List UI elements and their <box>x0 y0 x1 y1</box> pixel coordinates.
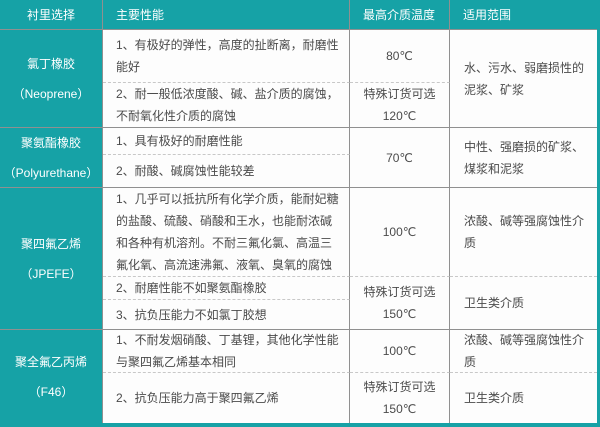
material-cell-ptfe: 聚四氟乙烯 （JPEFE） <box>0 188 103 330</box>
range-cell: 卫生类介质 <box>450 373 597 423</box>
temp-note: 特殊订货可选 <box>363 87 436 101</box>
perf-cell: 3、抗负压能力不如氯丁胶想 <box>103 300 350 330</box>
temp-note: 特殊订货可选 <box>363 380 436 394</box>
material-cell-polyurethane: 聚氨酯橡胶 （Polyurethane） <box>0 128 103 188</box>
range-cell: 卫生类介质 <box>450 277 597 330</box>
material-name: 聚氨酯橡胶 <box>20 135 81 150</box>
temp-value: 150℃ <box>382 402 417 416</box>
perf-cell: 2、耐一般低浓度酸、碱、盐介质的腐蚀，不耐氧化性介质的腐蚀 <box>103 83 350 128</box>
temp-value: 150℃ <box>382 307 417 321</box>
temp-cell: 特殊订货可选 150℃ <box>350 373 450 423</box>
range-cell: 浓酸、碱等强腐蚀性介质 <box>450 330 597 373</box>
material-cell-f46: 聚全氟乙丙烯 （F46） <box>0 330 103 423</box>
perf-cell: 1、具有极好的耐磨性能 <box>103 128 350 155</box>
material-alias: （Neoprene） <box>12 86 90 101</box>
header-cell-application: 适用范围 <box>450 0 597 30</box>
perf-cell: 1、有极好的弹性，高度的扯断离，耐磨性能好 <box>103 30 350 83</box>
temp-cell: 100℃ <box>350 330 450 373</box>
temp-cell: 100℃ <box>350 188 450 277</box>
temp-value: 120℃ <box>382 109 417 123</box>
material-alias: （F46） <box>28 384 74 399</box>
material-cell-neoprene: 氯丁橡胶 （Neoprene） <box>0 30 103 128</box>
temp-cell: 80℃ <box>350 30 450 83</box>
header-cell-lining: 衬里选择 <box>0 0 103 30</box>
range-cell: 水、污水、弱磨损性的泥浆、矿浆 <box>450 30 597 128</box>
material-name: 聚四氟乙烯 <box>20 236 81 251</box>
material-alias: （JPEFE） <box>20 266 82 281</box>
range-cell: 中性、强磨损的矿浆、煤浆和泥浆 <box>450 128 597 188</box>
temp-note: 特殊订货可选 <box>363 285 436 299</box>
temp-cell: 特殊订货可选 120℃ <box>350 83 450 128</box>
material-alias: （Polyurethane） <box>3 165 99 180</box>
perf-cell: 2、耐酸、碱腐蚀性能较差 <box>103 155 350 188</box>
perf-cell: 1、不耐发烟硝酸、丁基锂，其他化学性能与聚四氟乙烯基本相同 <box>103 330 350 373</box>
temp-cell: 特殊订货可选 150℃ <box>350 277 450 330</box>
material-name: 氯丁橡胶 <box>26 56 75 71</box>
header-cell-performance: 主要性能 <box>103 0 350 30</box>
perf-cell: 2、抗负压能力高于聚四氟乙烯 <box>103 373 350 423</box>
header-cell-max-temperature: 最高介质温度 <box>350 0 450 30</box>
temp-cell: 70℃ <box>350 128 450 188</box>
perf-cell: 2、耐磨性能不如聚氨酯橡胶 <box>103 277 350 300</box>
perf-cell: 1、几乎可以抵抗所有化学介质，能耐妃糖的盐酸、硫酸、硝酸和王水，也能耐浓碱和各种… <box>103 188 350 277</box>
range-cell: 浓酸、碱等强腐蚀性介质 <box>450 188 597 277</box>
material-name: 聚全氟乙丙烯 <box>14 354 87 369</box>
